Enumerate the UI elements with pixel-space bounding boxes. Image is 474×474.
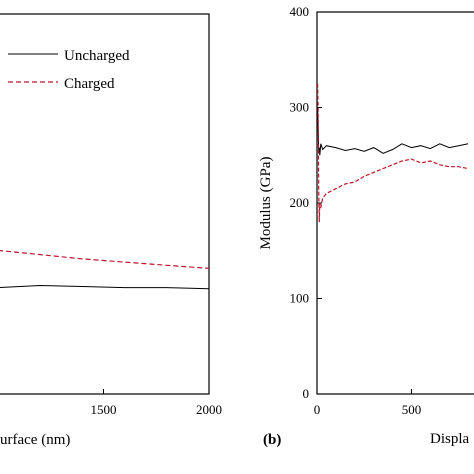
panel-a-x-axis-label: urface (nm) [0, 432, 70, 448]
panel-a-series-charged [0, 249, 210, 269]
panel-b: 0 100 200 300 400 0 500 Modulus (GPa) (b) Disp… [258, 4, 474, 448]
panel-a-ticks: 1500 2000 [91, 389, 222, 417]
panel-b-y-tick-label: 300 [290, 100, 310, 115]
panel-b-ticks: 0 100 200 300 400 0 500 [290, 4, 422, 417]
panel-b-y-tick-label: 200 [290, 195, 310, 210]
legend: Uncharged Charged [8, 48, 130, 92]
panel-a-series-uncharged [0, 284, 210, 290]
panel-b-series-charged [317, 83, 469, 223]
panel-a-series [0, 249, 210, 290]
panel-b-x-axis-label: Displa [430, 431, 470, 447]
legend-charged-label: Charged [64, 76, 115, 92]
panel-b-plot-frame [316, 11, 474, 395]
panel-b-y-tick-label: 400 [290, 4, 310, 19]
panel-b-series [317, 83, 469, 223]
panel-b-series-uncharged [317, 107, 469, 156]
panel-b-y-axis-label: Modulus (GPa) [258, 157, 274, 250]
panel-a-plot-frame [0, 13, 210, 395]
panel-b-label: (b) [263, 432, 281, 448]
panel-b-x-tick-label: 0 [314, 402, 321, 417]
panel-b-x-tick-label: 500 [402, 402, 422, 417]
panel-a-x-tick-label: 1500 [91, 402, 117, 417]
panel-a-x-tick-label: 2000 [196, 402, 222, 417]
panel-a: 1500 2000 Uncharged Charged urface (nm) [0, 13, 222, 448]
panel-b-y-tick-label: 100 [290, 291, 310, 306]
panel-b-y-tick-label: 0 [303, 386, 310, 401]
legend-uncharged-label: Uncharged [64, 48, 130, 64]
